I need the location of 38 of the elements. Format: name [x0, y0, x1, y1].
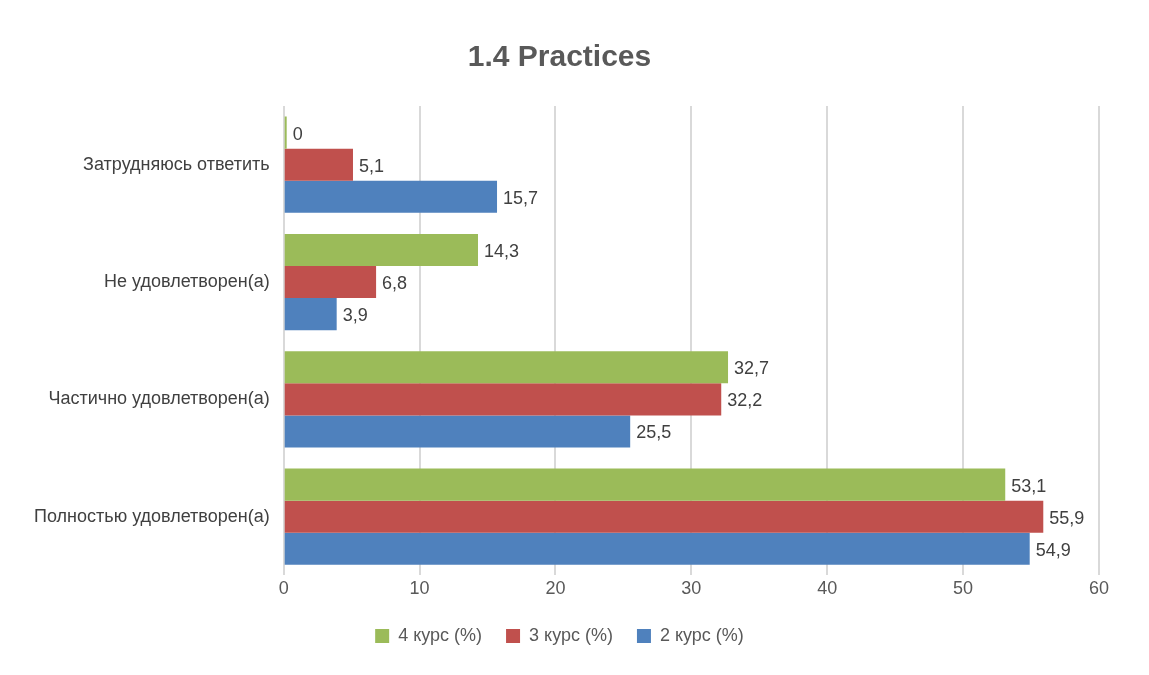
bar	[284, 180, 498, 213]
x-tick-label: 40	[817, 578, 838, 599]
chart-title: 1.4 Practices	[467, 39, 652, 73]
data-label: 32,7	[734, 358, 770, 379]
data-label: 55,9	[1049, 507, 1085, 528]
data-label: 0	[292, 123, 303, 144]
y-tick-label: Не удовлетворен(а)	[104, 270, 270, 291]
bar	[284, 298, 337, 331]
bar	[284, 265, 377, 299]
x-tick-label: 20	[545, 578, 566, 599]
legend-label: 3 курс (%)	[529, 624, 613, 645]
data-label: 14,3	[484, 240, 520, 261]
data-label: 53,1	[1011, 475, 1047, 496]
data-label: 5,1	[358, 155, 385, 176]
legend-label: 2 курс (%)	[659, 624, 744, 645]
bar	[284, 468, 1006, 501]
bar	[284, 351, 729, 384]
data-label: 32,2	[727, 390, 763, 411]
data-label: 15,7	[503, 187, 539, 208]
bar	[284, 148, 353, 181]
bar	[284, 415, 631, 448]
legend-label: 4 курс (%)	[398, 624, 483, 645]
y-tick-label: Затрудняюсь ответить	[83, 153, 270, 174]
bar	[284, 532, 1030, 565]
x-tick-label: 60	[1088, 578, 1110, 599]
y-tick-label: Частично удовлетворен(а)	[48, 388, 270, 409]
y-tick-label: Полностью удовлетворен(а)	[34, 505, 270, 526]
x-tick-label: 50	[953, 578, 974, 599]
bar	[284, 500, 1044, 533]
x-tick-label: 10	[409, 578, 430, 599]
data-label: 3,9	[342, 305, 368, 326]
data-label: 6,8	[382, 272, 408, 293]
bar	[284, 233, 478, 266]
bar	[284, 383, 722, 416]
x-tick-label: 0	[278, 578, 289, 599]
data-label: 54,9	[1035, 539, 1071, 560]
data-label: 25,5	[636, 422, 672, 443]
x-tick-label: 30	[681, 578, 702, 599]
